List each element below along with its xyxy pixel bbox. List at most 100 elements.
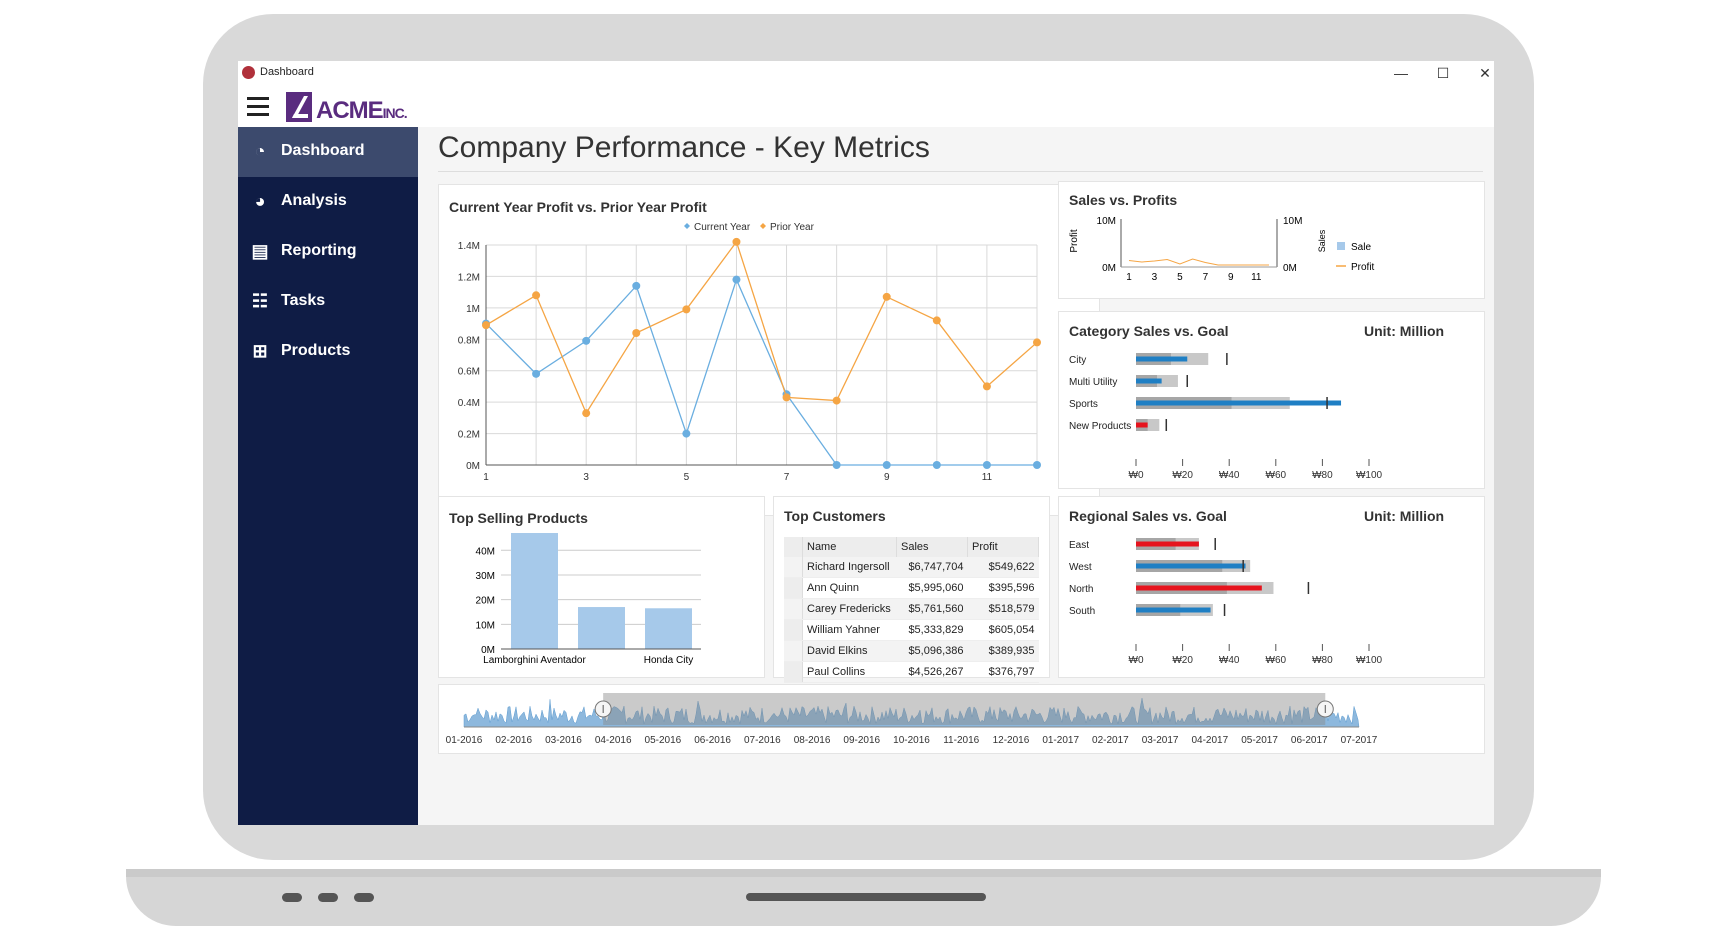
series-line-current-year bbox=[485, 277, 1037, 466]
cell-sales: $4,526,267 bbox=[896, 661, 968, 683]
cell-profit: $395,596 bbox=[967, 577, 1039, 599]
cell-profit: $376,797 bbox=[967, 661, 1039, 683]
x-tick-label: 5 bbox=[1177, 272, 1183, 283]
app-header: ACMEINC. bbox=[238, 87, 1494, 127]
value-bar bbox=[1136, 541, 1199, 547]
y-axis-label: Profit bbox=[1069, 229, 1080, 253]
table-header-row: Name Sales Profit bbox=[784, 537, 1039, 557]
data-point bbox=[982, 382, 991, 391]
x-tick-label: 9 bbox=[884, 472, 890, 483]
cell-name: Richard Ingersoll bbox=[802, 557, 897, 578]
x-tick-label: 06-2017 bbox=[1291, 735, 1328, 746]
bar bbox=[645, 608, 692, 649]
data-point bbox=[1033, 461, 1041, 469]
x-tick-label: 07-2017 bbox=[1341, 735, 1378, 746]
table-row[interactable]: Paul Collins $4,526,267 $376,797 bbox=[784, 661, 1039, 683]
sales-vs-profits-chart: 10M 0M 10M 0M Profit Sales 1 3 5 7 9 11 Sale Profit bbox=[1069, 216, 1375, 283]
top-customers-card: Top Customers Name Sales Profit Richard … bbox=[773, 496, 1050, 683]
y-tick-label: 1.2M bbox=[458, 272, 480, 283]
data-point bbox=[482, 321, 490, 330]
x-tick-label: 3 bbox=[583, 472, 589, 483]
row-header bbox=[784, 619, 803, 641]
selection-range bbox=[603, 693, 1326, 725]
regional-bullet-chart: East West North South ₩0 ₩20 ₩40 ₩60 ₩80 ₩100 bbox=[1069, 538, 1382, 666]
category-sales-card: Category Sales vs. Goal Unit: Million Ci… bbox=[1058, 311, 1485, 489]
row-header bbox=[784, 557, 803, 578]
data-point bbox=[782, 393, 791, 402]
data-point bbox=[882, 461, 891, 469]
legend-label: Prior Year bbox=[770, 222, 815, 233]
data-point bbox=[682, 429, 691, 438]
category-label: New Products bbox=[1069, 421, 1131, 432]
sidebar-item-reporting[interactable]: ▤ Reporting bbox=[238, 227, 418, 277]
window-title: Dashboard bbox=[260, 66, 314, 78]
row-header-gutter bbox=[784, 537, 803, 557]
cell-name: Paul Collins bbox=[802, 661, 897, 683]
x-tick-label: 04-2016 bbox=[595, 735, 632, 746]
clipboard-icon: ☷ bbox=[251, 291, 269, 311]
laptop-port bbox=[282, 893, 302, 902]
data-point bbox=[532, 291, 541, 300]
x-tick-label: 05-2016 bbox=[645, 735, 682, 746]
table-row[interactable]: Richard Ingersoll $6,747,704 $549,622 bbox=[784, 557, 1039, 578]
x-tick-label: 11-2016 bbox=[943, 735, 979, 746]
bar bbox=[511, 533, 558, 649]
cell-name: William Yahner bbox=[802, 619, 897, 641]
x-tick-label: 5 bbox=[684, 472, 690, 483]
cell-sales: $5,096,386 bbox=[896, 640, 968, 662]
legend-marker bbox=[684, 223, 690, 229]
sidebar-item-analysis[interactable]: ◕ Analysis bbox=[238, 177, 418, 227]
y-tick-label: 0M bbox=[466, 461, 480, 472]
table-row[interactable]: David Elkins $5,096,386 $389,935 bbox=[784, 640, 1039, 662]
y2-tick-label: 10M bbox=[1283, 216, 1302, 227]
data-point bbox=[532, 369, 541, 378]
legend-marker bbox=[760, 223, 766, 229]
table-row[interactable]: William Yahner $5,333,829 $605,054 bbox=[784, 619, 1039, 641]
maximize-button[interactable]: ☐ bbox=[1436, 65, 1450, 81]
table-row[interactable]: Carey Fredericks $5,761,560 $518,579 bbox=[784, 598, 1039, 620]
sidebar-item-products[interactable]: ⊞ Products bbox=[238, 327, 418, 377]
column-header-sales[interactable]: Sales bbox=[896, 537, 968, 557]
value-bar bbox=[1136, 356, 1188, 362]
x-tick-label: 03-2017 bbox=[1142, 735, 1179, 746]
x-tick-label: 08-2016 bbox=[794, 735, 831, 746]
row-header bbox=[784, 598, 803, 620]
y-tick-label: 0M bbox=[481, 645, 495, 656]
close-button[interactable]: ✕ bbox=[1479, 65, 1491, 81]
column-header-profit[interactable]: Profit bbox=[967, 537, 1039, 557]
x-tick-label: ₩100 bbox=[1356, 470, 1383, 481]
table-row[interactable]: Ann Quinn $5,995,060 $395,596 bbox=[784, 577, 1039, 599]
data-point bbox=[882, 292, 891, 301]
x-tick-label: ₩60 bbox=[1266, 655, 1287, 666]
column-header-name[interactable]: Name bbox=[802, 537, 897, 557]
hamburger-menu-icon[interactable] bbox=[247, 97, 269, 117]
series-line-profit bbox=[1128, 258, 1269, 266]
y-tick-label: 10M bbox=[476, 620, 495, 631]
minimize-button[interactable]: — bbox=[1394, 65, 1408, 81]
value-bar bbox=[1136, 400, 1342, 406]
chart-title: Current Year Profit vs. Prior Year Profi… bbox=[449, 199, 707, 215]
page-title: Company Performance - Key Metrics bbox=[438, 131, 930, 164]
legend-label: Sale bbox=[1351, 242, 1371, 253]
data-point bbox=[832, 396, 841, 405]
cell-sales: $5,995,060 bbox=[896, 577, 968, 599]
data-point bbox=[632, 281, 641, 290]
y2-tick-label: 0M bbox=[1283, 263, 1297, 274]
category-label: Multi Utility bbox=[1069, 377, 1117, 388]
data-point bbox=[582, 336, 591, 345]
time-range-navigator-card: 01-2016 02-2016 03-2016 04-2016 05-2016 06-20… bbox=[438, 684, 1485, 754]
chart-title: Sales vs. Profits bbox=[1069, 192, 1178, 208]
time-range-navigator[interactable]: 01-2016 02-2016 03-2016 04-2016 05-2016 06-20… bbox=[439, 685, 1484, 753]
x-tick-label: 12-2016 bbox=[993, 735, 1030, 746]
data-point bbox=[582, 409, 591, 418]
x-tick-label: ₩80 bbox=[1312, 655, 1333, 666]
y-tick-label: 0.2M bbox=[458, 430, 480, 441]
x-tick-label: 3 bbox=[1152, 272, 1158, 283]
category-label: East bbox=[1069, 540, 1089, 551]
cell-profit: $518,579 bbox=[967, 598, 1039, 620]
sidebar-item-dashboard[interactable]: ◔ Dashboard bbox=[238, 127, 418, 177]
sidebar-item-tasks[interactable]: ☷ Tasks bbox=[238, 277, 418, 327]
top-products-card: Top Selling Products 0M 10M 20M 30M 40M Lambo… bbox=[438, 496, 765, 678]
profit-line-chart: 0M 0.2M 0.4M 0.6M 0.8M 1M 1.2M 1.4M 1 3 5 7 9 11 Curre… bbox=[458, 222, 1041, 483]
x-tick-label: 9 bbox=[1228, 272, 1234, 283]
